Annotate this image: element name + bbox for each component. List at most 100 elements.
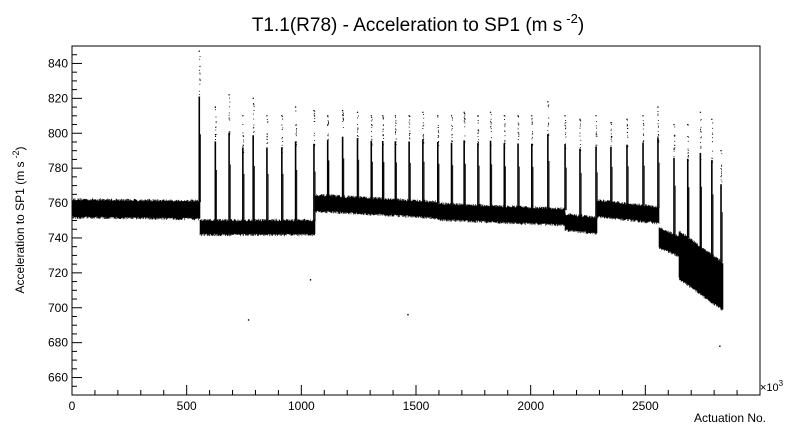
x-axis-label: Actuation No. xyxy=(694,411,766,425)
spike-8 xyxy=(313,109,316,222)
y-tick-label: 660 xyxy=(48,371,68,385)
y-tick-label: 820 xyxy=(48,91,68,105)
spike-30 xyxy=(626,118,629,205)
spike-peak-point xyxy=(294,106,297,108)
y-tick-label: 840 xyxy=(48,56,68,70)
spike-tail-points xyxy=(490,114,492,146)
x-tick-label: 500 xyxy=(177,399,197,413)
x-tick-label: 2500 xyxy=(632,399,659,413)
spike-peak-point xyxy=(579,118,581,120)
spike-12 xyxy=(370,115,373,200)
chart-title-exponent: -2 xyxy=(566,11,578,26)
spike-peak-point xyxy=(198,50,200,52)
x-tick-label: 0 xyxy=(69,399,76,413)
spike-16 xyxy=(422,111,425,203)
spike-peak-point xyxy=(517,115,519,117)
spike-peak-point xyxy=(657,106,659,108)
spike-21 xyxy=(489,111,493,207)
scatter-band-3 xyxy=(437,202,566,227)
spike-14 xyxy=(394,115,397,201)
spike-peak-point xyxy=(720,150,722,152)
scatter-band-points xyxy=(71,198,201,221)
outlier-point-2 xyxy=(407,313,409,316)
spike-tail-points xyxy=(342,111,344,129)
plot-area xyxy=(71,50,724,347)
spike-tail-points xyxy=(451,117,453,145)
y-tick-label: 780 xyxy=(48,161,68,175)
spike-peak-point xyxy=(687,123,689,126)
spike-peak-point xyxy=(370,115,372,117)
spike-13 xyxy=(381,115,385,200)
spike-tail-points xyxy=(198,56,201,96)
spike-tail-points xyxy=(266,119,269,152)
spike-tail-points xyxy=(657,111,660,143)
spike-peak-point xyxy=(564,115,566,117)
spike-peak-point xyxy=(531,115,533,117)
spike-peak-point xyxy=(503,115,505,117)
spike-9 xyxy=(326,115,330,197)
spike-25 xyxy=(547,101,550,210)
spike-tail-points xyxy=(382,116,385,146)
y-tick-label: 720 xyxy=(48,266,68,280)
chart-title-close: ) xyxy=(578,15,584,36)
spike-peak-point xyxy=(477,115,479,117)
scatter-band-points xyxy=(314,194,439,220)
spike-peak-point xyxy=(382,115,384,117)
spike-22 xyxy=(503,115,506,208)
scatter-band-7 xyxy=(678,231,724,311)
spike-31 xyxy=(642,115,645,207)
x-tick-label: 2000 xyxy=(517,399,544,413)
spike-tail-points xyxy=(711,122,714,167)
spike-26 xyxy=(564,115,567,211)
spike-tail-points xyxy=(595,121,598,150)
scatter-band-points xyxy=(437,202,566,227)
spike-tail-points xyxy=(252,102,255,138)
spike-peak-point xyxy=(711,118,713,120)
y-axis-label-main: Acceleration to SP1 (m s xyxy=(13,161,27,293)
spike-tail-points xyxy=(642,120,645,143)
y-tick-label: 680 xyxy=(48,336,68,350)
x-axis-multiplier: ×103 xyxy=(760,379,784,394)
spike-tail-points xyxy=(547,104,550,140)
spike-23 xyxy=(517,115,520,209)
spike-tail-points xyxy=(503,115,506,149)
scatter-band-points xyxy=(564,213,598,235)
spike-tail-points xyxy=(242,124,245,154)
chart-title-main: T1.1(R78) - Acceleration to SP1 (m s xyxy=(252,15,562,36)
spike-tail-points xyxy=(228,97,231,136)
spike-peak-point xyxy=(242,115,244,117)
spike-32 xyxy=(657,106,660,209)
y-tick-label: 700 xyxy=(48,301,68,315)
scatter-band-4 xyxy=(564,213,598,235)
spike-17 xyxy=(436,115,440,203)
spike-peak-point xyxy=(341,109,344,112)
spike-tail-points xyxy=(720,153,723,189)
spike-peak-point xyxy=(437,115,439,117)
chart-title: T1.1(R78) - Acceleration to SP1 (m s -2) xyxy=(252,11,584,36)
spike-peak-point xyxy=(394,115,397,117)
spike-tail-points xyxy=(313,111,316,148)
spike-tail-points xyxy=(408,115,411,144)
spike-tail-points xyxy=(579,120,582,152)
spike-peak-point xyxy=(327,115,329,117)
spike-tail-points xyxy=(517,116,520,140)
spike-tail-points xyxy=(422,114,425,144)
outlier-point-1 xyxy=(309,279,312,281)
spike-20 xyxy=(477,115,480,207)
spike-peak-point xyxy=(642,115,644,117)
scatter-band-points xyxy=(658,227,680,257)
y-tick-label: 800 xyxy=(48,126,68,140)
outlier-point-3 xyxy=(719,345,721,347)
spike-tail-points xyxy=(395,116,397,145)
spike-19 xyxy=(463,111,466,206)
spike-tail-points xyxy=(327,115,329,141)
x-axis-multiplier-base: ×10 xyxy=(760,382,779,394)
scatter-band-1 xyxy=(199,218,316,237)
spike-tail-points xyxy=(437,116,440,147)
spike-11 xyxy=(356,111,360,199)
spike-peak-point xyxy=(673,123,675,126)
scatter-band-points xyxy=(678,231,724,311)
spike-2 xyxy=(228,94,231,222)
x-axis-multiplier-exponent: 3 xyxy=(779,379,784,388)
spike-27 xyxy=(579,118,582,217)
